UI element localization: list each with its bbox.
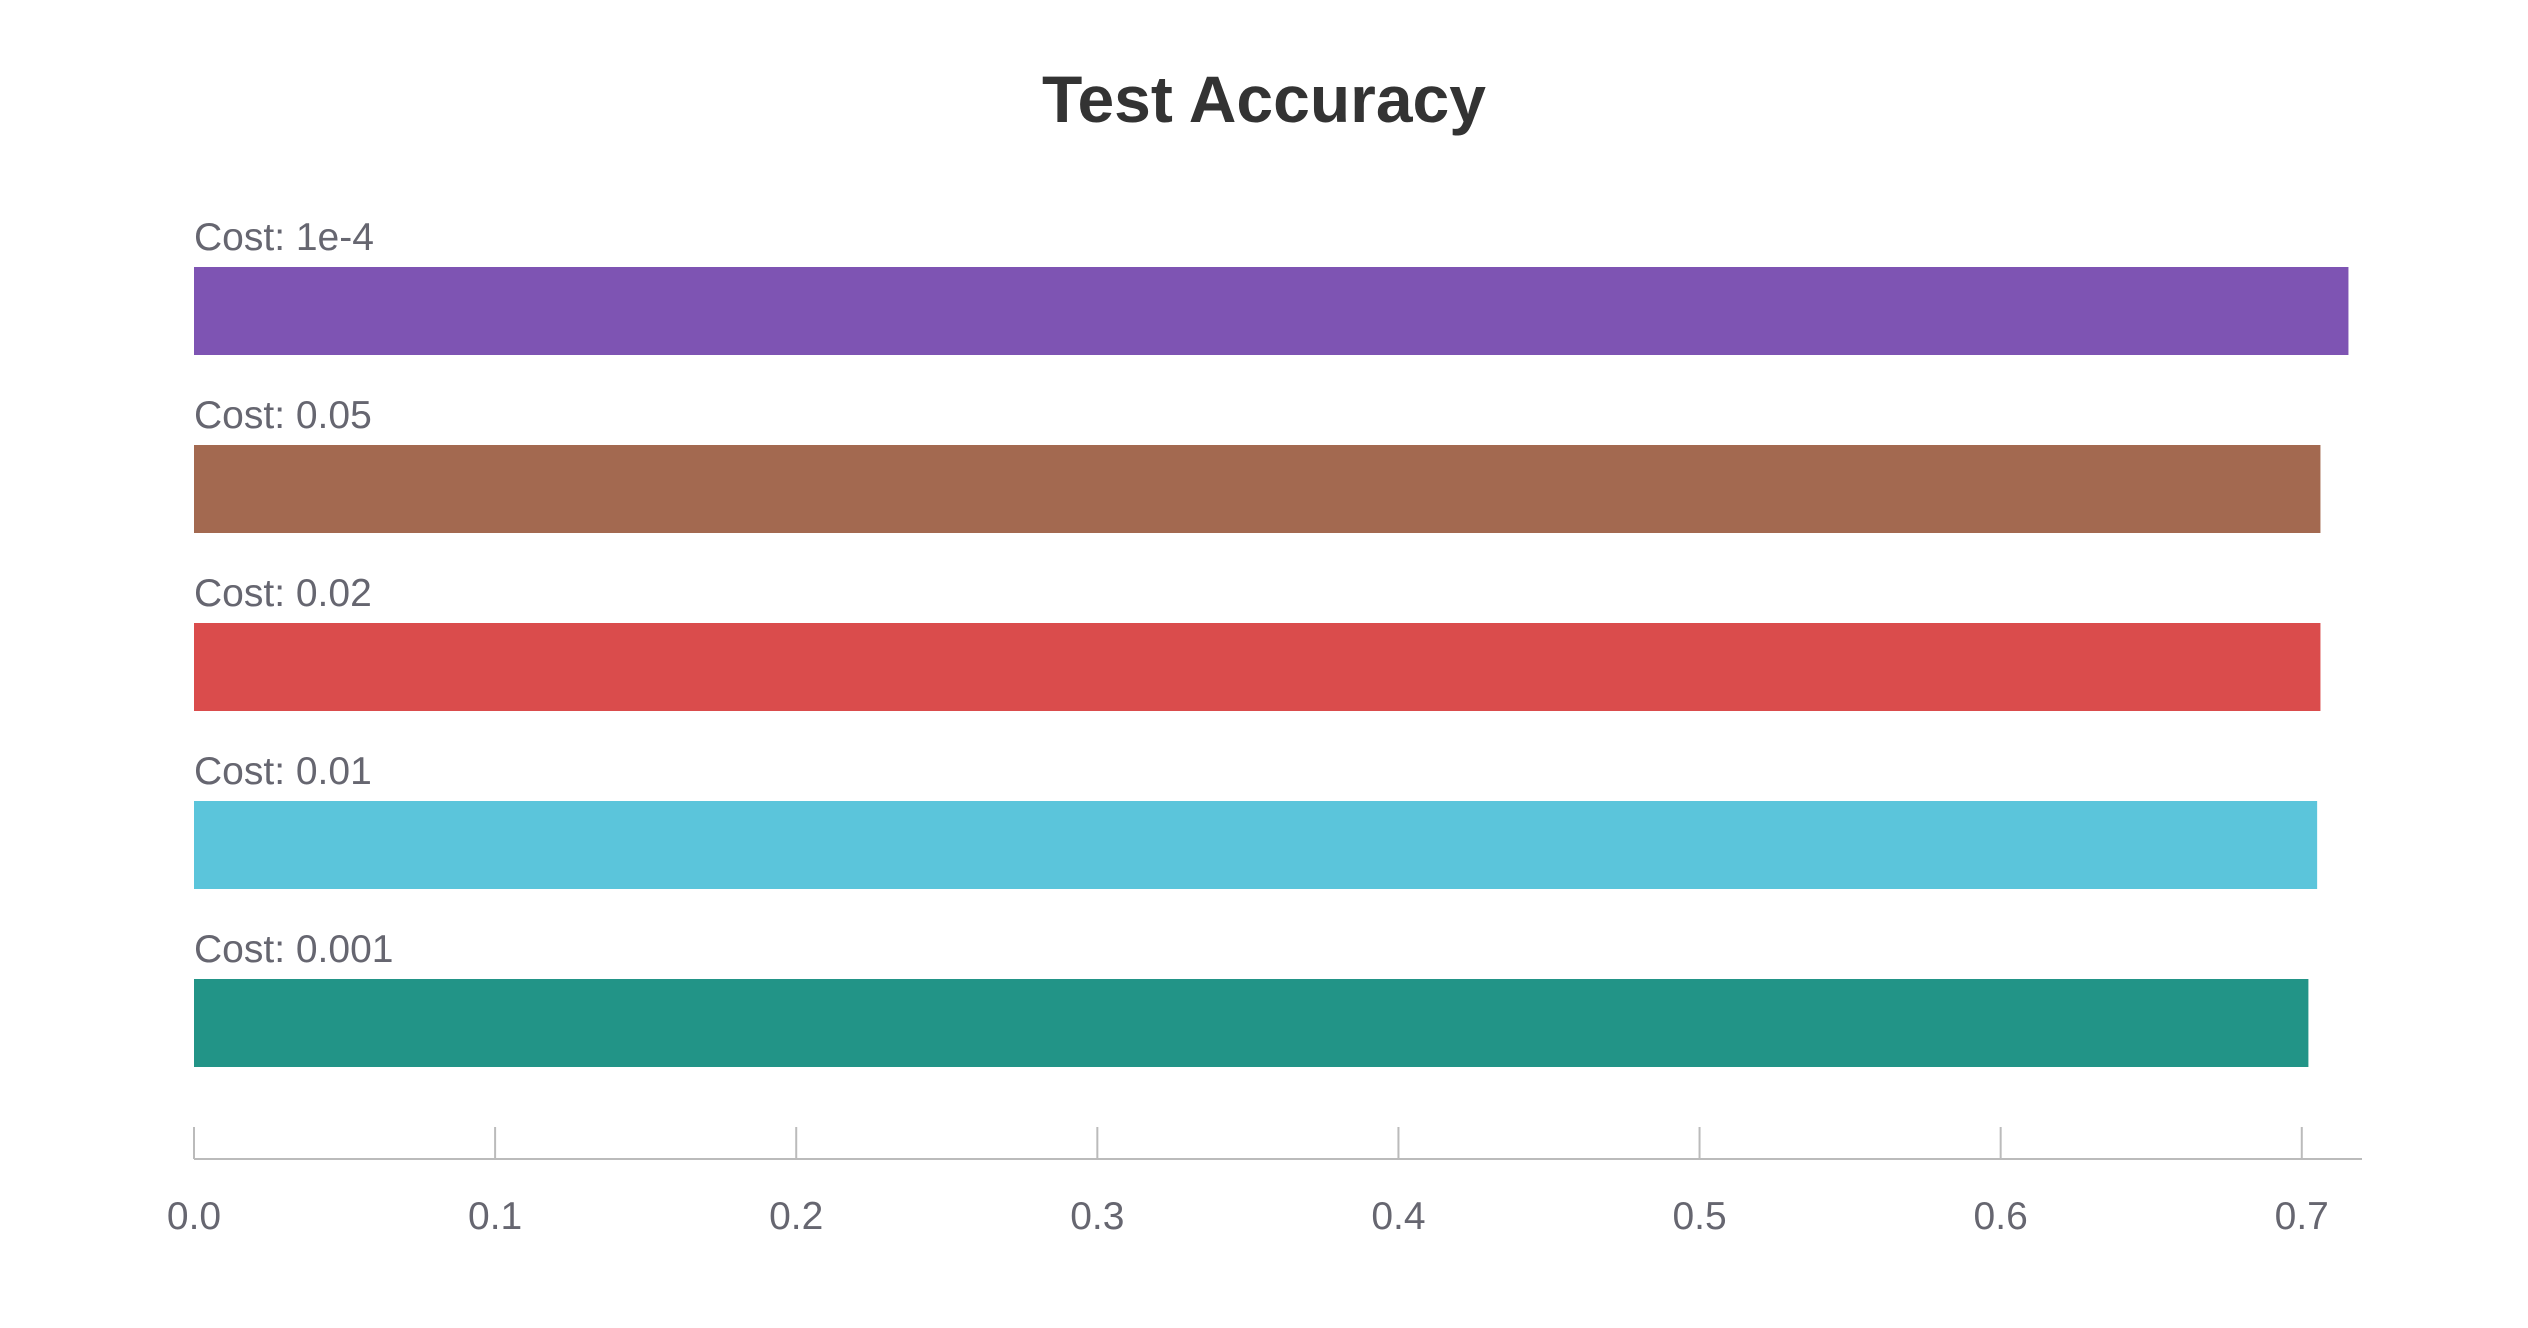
bar-label: Cost: 1e-4 (194, 216, 374, 259)
x-tick-label: 0.4 (1371, 1195, 1425, 1238)
bar-label: Cost: 0.05 (194, 394, 372, 437)
bar-label: Cost: 0.001 (194, 928, 393, 971)
bar[interactable] (194, 623, 2321, 711)
bar-label: Cost: 0.01 (194, 750, 372, 793)
bar[interactable] (194, 979, 2309, 1067)
bar[interactable] (194, 801, 2318, 889)
bar[interactable] (194, 445, 2321, 533)
x-tick-label: 0.7 (2275, 1195, 2329, 1238)
bar-label: Cost: 0.02 (194, 572, 372, 615)
bar[interactable] (194, 267, 2349, 355)
chart-title: Test Accuracy (1042, 62, 1486, 136)
x-axis: 0.0 0.1 0.2 0.3 0.4 0.5 0.6 0.7 (167, 1127, 2362, 1238)
x-tick-label: 0.2 (769, 1195, 823, 1238)
x-tick-label: 0.0 (167, 1195, 221, 1238)
x-tick-label: 0.3 (1070, 1195, 1124, 1238)
x-tick-label: 0.6 (1974, 1195, 2028, 1238)
bars-layer: Cost: 1e-4 Cost: 0.05 Cost: 0.02 Cost: 0.01… (194, 216, 2349, 1067)
x-tick-label: 0.5 (1672, 1195, 1726, 1238)
x-tick-label: 0.1 (468, 1195, 522, 1238)
